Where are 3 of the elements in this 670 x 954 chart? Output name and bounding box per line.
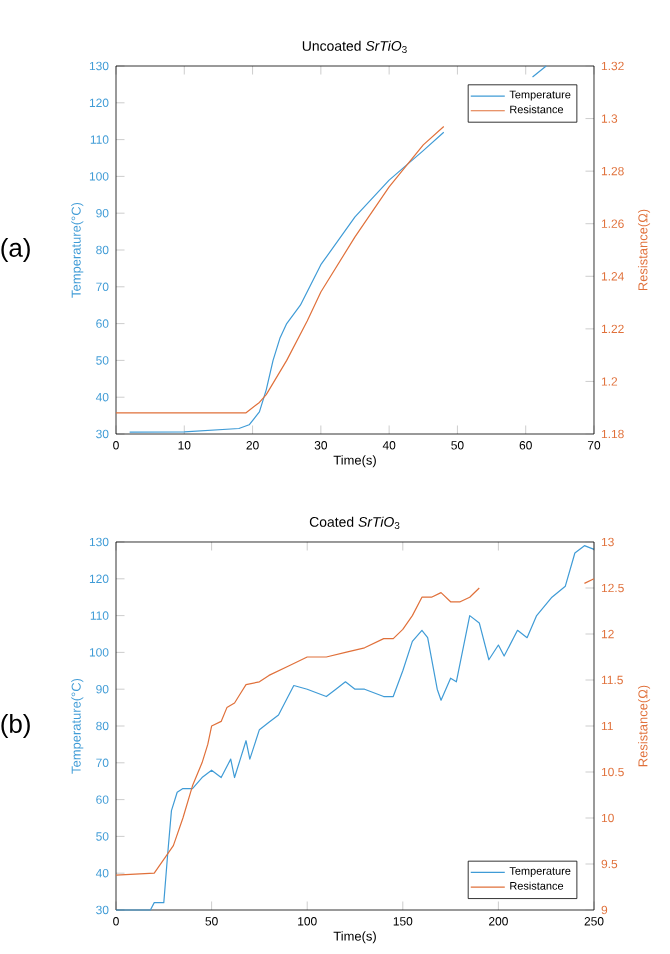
text: (a) bbox=[1, 237, 30, 263]
text: (b) bbox=[1, 713, 30, 739]
line-series bbox=[115, 545, 595, 911]
